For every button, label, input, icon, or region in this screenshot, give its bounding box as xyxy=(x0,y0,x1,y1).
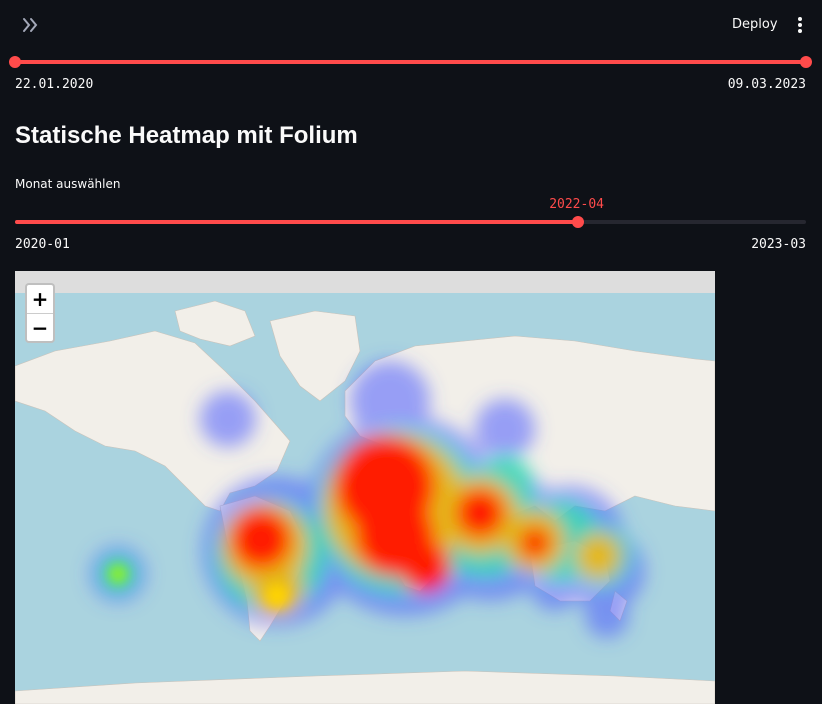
vertical-dots-icon[interactable] xyxy=(790,14,810,36)
month-slider-fill xyxy=(15,220,579,224)
land-antarctica xyxy=(15,670,715,704)
map-zoom-control: + − xyxy=(25,283,55,343)
heat-hotspots xyxy=(108,564,289,608)
month-min-label: 2020-01 xyxy=(15,237,70,252)
land-arctic-islands xyxy=(174,300,256,347)
date-slider-fill xyxy=(15,60,806,64)
map-canvas[interactable] xyxy=(15,271,715,704)
zoom-out-button[interactable]: − xyxy=(31,316,49,340)
month-slider[interactable] xyxy=(15,216,806,228)
date-end-label: 09.03.2023 xyxy=(727,77,806,92)
month-slider-thumb[interactable] xyxy=(572,216,585,228)
month-slider-value: 2022-04 xyxy=(549,197,604,212)
month-slider-label: Monat auswählen xyxy=(15,177,121,191)
month-max-label: 2023-03 xyxy=(751,237,806,252)
land-greenland xyxy=(269,310,361,402)
heat-layer xyxy=(90,361,645,638)
deploy-button[interactable]: Deploy xyxy=(732,17,778,32)
heatmap-map[interactable]: + − xyxy=(15,271,715,704)
zoom-in-button[interactable]: + xyxy=(27,285,53,314)
double-chevron-right-icon[interactable] xyxy=(20,14,42,36)
map-tile-gap xyxy=(15,271,715,293)
app-header: Deploy xyxy=(0,0,822,50)
date-slider-start-thumb[interactable] xyxy=(9,56,21,68)
date-start-label: 22.01.2020 xyxy=(15,77,94,92)
date-slider-end-thumb[interactable] xyxy=(800,56,812,68)
date-range-slider[interactable] xyxy=(9,56,812,68)
page-title: Statische Heatmap mit Folium xyxy=(15,122,358,149)
